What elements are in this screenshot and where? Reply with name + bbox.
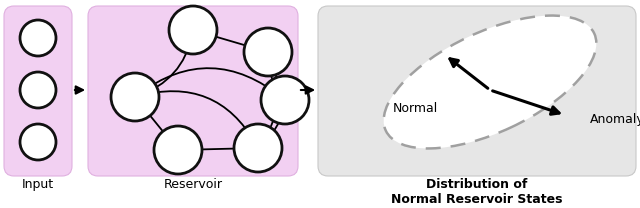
FancyBboxPatch shape: [318, 6, 636, 176]
Text: Input: Input: [22, 178, 54, 191]
Text: Anomaly: Anomaly: [590, 114, 640, 126]
Circle shape: [20, 72, 56, 108]
Text: Reservoir: Reservoir: [163, 178, 223, 191]
Circle shape: [261, 76, 309, 124]
Circle shape: [234, 124, 282, 172]
Text: Distribution of
Normal Reservoir States: Distribution of Normal Reservoir States: [391, 178, 563, 206]
Circle shape: [20, 124, 56, 160]
Text: Normal: Normal: [392, 102, 438, 114]
Circle shape: [169, 6, 217, 54]
Circle shape: [244, 28, 292, 76]
Circle shape: [154, 126, 202, 174]
FancyBboxPatch shape: [4, 6, 72, 176]
Ellipse shape: [383, 16, 596, 149]
Circle shape: [111, 73, 159, 121]
Circle shape: [20, 20, 56, 56]
FancyBboxPatch shape: [88, 6, 298, 176]
